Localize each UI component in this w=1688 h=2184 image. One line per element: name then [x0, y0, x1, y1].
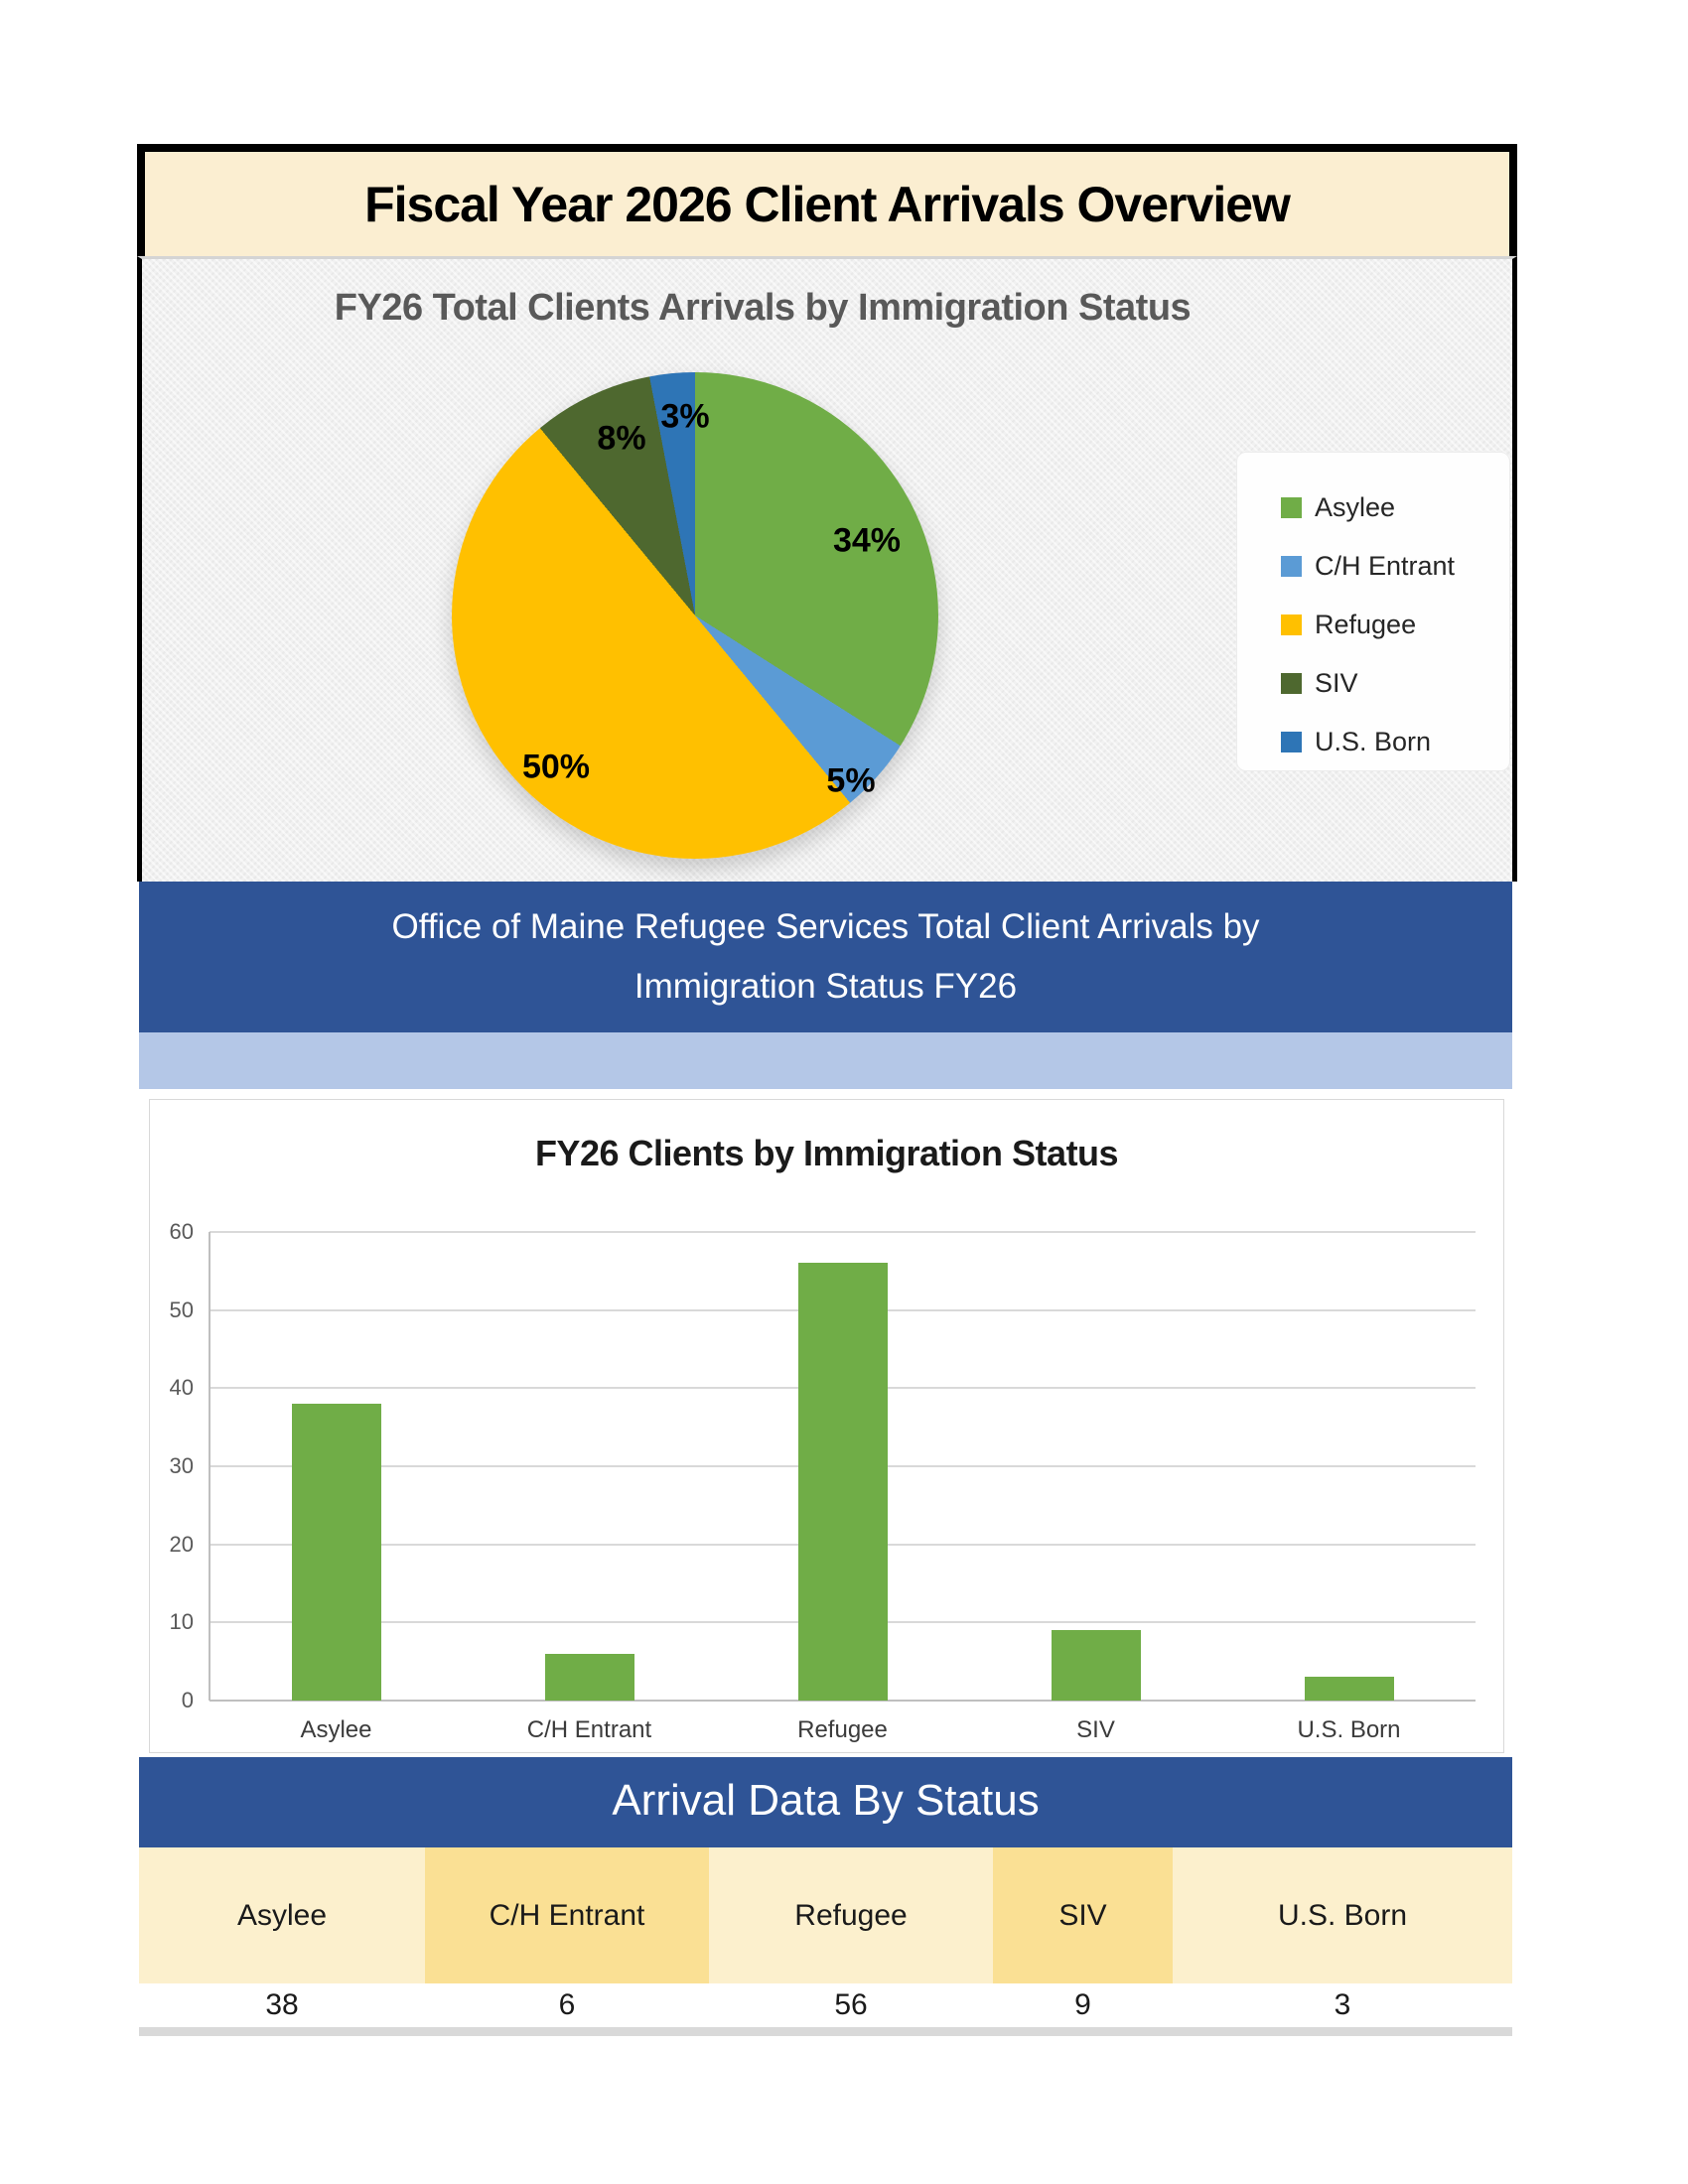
legend-item-asylee: Asylee [1281, 478, 1509, 537]
bar-asylee [291, 1404, 381, 1701]
y-axis-line [209, 1232, 211, 1701]
y-axis-tick-40: 40 [169, 1375, 194, 1401]
bar-siv [1051, 1630, 1141, 1701]
table-banner: Arrival Data By Status [139, 1757, 1512, 1847]
legend-swatch-icon [1281, 556, 1302, 577]
bar-c-h-entrant [544, 1653, 634, 1701]
legend-item-refugee: Refugee [1281, 596, 1509, 654]
y-axis-tick-10: 10 [169, 1609, 194, 1635]
table-value-u-s-born: 3 [1334, 1988, 1351, 2021]
legend-swatch-icon [1281, 614, 1302, 635]
legend-swatch-icon [1281, 497, 1302, 518]
pie-chart [452, 372, 938, 859]
table-values-row: 38 6 56 9 3 [139, 1983, 1512, 2027]
table-value-c-h-entrant: 6 [558, 1988, 576, 2021]
legend-item-label: C/H Entrant [1315, 551, 1456, 581]
pie-slice-label-refugee: 50% [521, 748, 591, 786]
legend-item-label: SIV [1315, 668, 1358, 698]
legend-item-label: Refugee [1315, 610, 1417, 639]
legend-item-u-s-born: U.S. Born [1281, 713, 1509, 771]
gridline-60 [210, 1231, 1476, 1233]
legend-item-label: U.S. Born [1315, 727, 1432, 756]
y-axis-tick-60: 60 [169, 1219, 194, 1244]
pie-legend: Asylee C/H Entrant Refugee SIV U.S. Born [1236, 452, 1510, 771]
x-axis-label-c-h-entrant: C/H Entrant [526, 1716, 652, 1743]
bottom-divider-strip [139, 2027, 1512, 2036]
light-blue-band [139, 1032, 1512, 1089]
bar-chart-title: FY26 Clients by Immigration Status [534, 1133, 1119, 1173]
page-title: Fiscal Year 2026 Client Arrivals Overvie… [364, 176, 1291, 232]
bar-refugee [797, 1263, 888, 1701]
y-axis-tick-20: 20 [169, 1531, 194, 1557]
report-title-banner: Fiscal Year 2026 Client Arrivals Overvie… [137, 144, 1517, 256]
section-banner-arrivals-text: Office of Maine Refugee Services Total C… [391, 907, 1260, 1006]
pie-slice-label-c-h-entrant: 5% [826, 761, 876, 800]
legend-item-c-h-entrant: C/H Entrant [1281, 537, 1509, 596]
pie-chart-section: FY26 Total Clients Arrivals by Immigrati… [137, 256, 1517, 882]
legend-swatch-icon [1281, 732, 1302, 752]
bar-u-s-born [1304, 1677, 1394, 1701]
table-value-asylee: 38 [265, 1988, 299, 2021]
x-axis-label-refugee: Refugee [797, 1716, 888, 1743]
table-header-refugee: Refugee [709, 1847, 993, 1983]
y-axis-tick-0: 0 [181, 1688, 194, 1712]
legend-swatch-icon [1281, 673, 1302, 694]
table-header-asylee: Asylee [139, 1847, 425, 1983]
y-axis-tick-30: 30 [169, 1453, 194, 1478]
pie-slice-label-u-s-born: 3% [660, 397, 710, 436]
legend-item-label: Asylee [1315, 492, 1396, 522]
section-banner-arrivals: Office of Maine Refugee Services Total C… [139, 882, 1512, 1032]
gridline-0 [210, 1700, 1476, 1702]
x-axis-label-siv: SIV [1076, 1716, 1115, 1743]
table-header-u-s-born: U.S. Born [1173, 1847, 1512, 1983]
pie-slice-label-asylee: 34% [832, 521, 902, 560]
x-axis-label-u-s-born: U.S. Born [1297, 1716, 1401, 1743]
legend-item-siv: SIV [1281, 654, 1509, 713]
table-header-c-h-entrant: C/H Entrant [425, 1847, 709, 1983]
x-axis-label-asylee: Asylee [300, 1716, 372, 1743]
y-axis-tick-50: 50 [169, 1297, 194, 1322]
table-value-siv: 9 [1074, 1988, 1091, 2021]
bar-chart-section: FY26 Clients by Immigration Status 0 10 20… [149, 1099, 1504, 1753]
table-header-siv: SIV [993, 1847, 1173, 1983]
pie-slice-label-siv: 8% [597, 419, 646, 458]
table-value-refugee: 56 [834, 1988, 868, 2021]
table-header-row: Asylee C/H Entrant Refugee SIV U.S. Born [139, 1847, 1512, 1983]
pie-chart-title: FY26 Total Clients Arrivals by Immigrati… [334, 287, 1192, 329]
